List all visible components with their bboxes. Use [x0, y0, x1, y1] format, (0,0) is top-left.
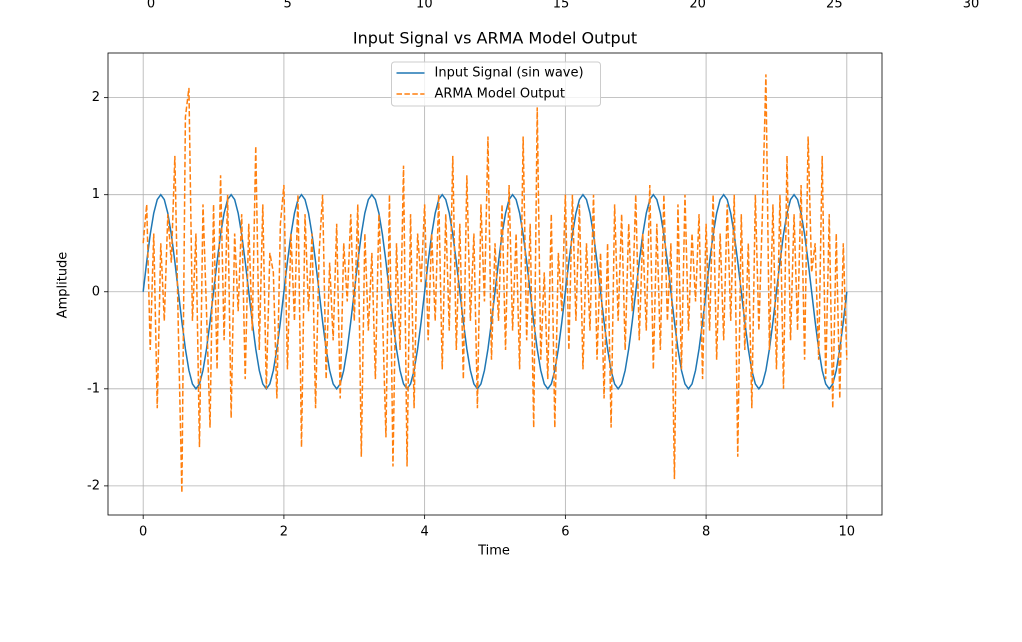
- top-tick-label: 0: [147, 0, 155, 12]
- series-line: [142, 193, 848, 391]
- x-tick-label: 8: [702, 525, 710, 540]
- legend-box: [391, 61, 601, 107]
- x-tick-label: 2: [280, 525, 288, 540]
- top-tick-label: 30: [963, 0, 980, 12]
- top-tick-label: 15: [553, 0, 570, 12]
- x-tick-label: 4: [420, 525, 428, 540]
- y-tick-label: 0: [92, 284, 100, 299]
- series-line: [142, 74, 848, 493]
- y-axis-label: Amplitude: [56, 252, 71, 319]
- x-tick-label: 6: [561, 525, 569, 540]
- legend-label: ARMA Model Output: [435, 87, 566, 102]
- y-tick-label: -2: [87, 478, 100, 493]
- top-tick-label: 10: [416, 0, 433, 12]
- x-tick-label: 0: [139, 525, 147, 540]
- plot-frame: [107, 52, 883, 516]
- chart-title: Input Signal vs ARMA Model Output: [353, 29, 637, 48]
- top-tick-label: 5: [284, 0, 292, 12]
- top-tick-label: 25: [826, 0, 843, 12]
- x-tick-label: 10: [839, 525, 856, 540]
- top-tick-label: 20: [689, 0, 706, 12]
- legend-label: Input Signal (sin wave): [435, 66, 584, 81]
- y-tick-label: 2: [92, 90, 100, 105]
- y-tick-label: 1: [92, 187, 100, 202]
- x-axis-label: Time: [477, 544, 510, 559]
- y-tick-label: -1: [87, 381, 100, 396]
